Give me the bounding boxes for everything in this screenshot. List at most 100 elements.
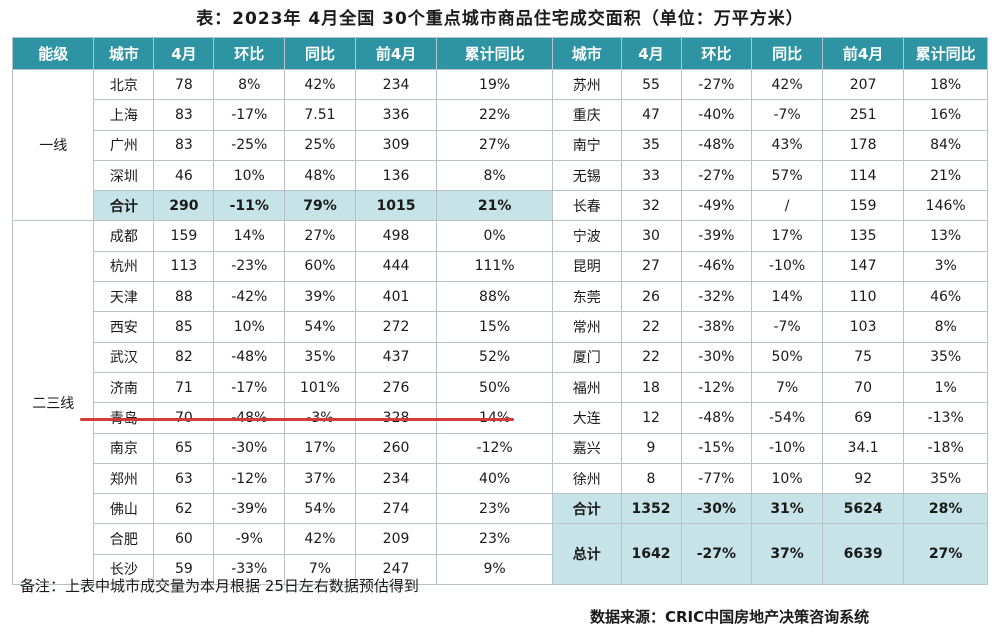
cell: 59 [153, 553, 215, 586]
cell: 16% [903, 99, 988, 131]
cell: 42% [284, 523, 356, 555]
cell: 7% [284, 553, 356, 586]
cell: 42% [751, 68, 823, 101]
cell: -30% [213, 432, 286, 464]
cell: -30% [680, 341, 753, 373]
cell: 1% [903, 371, 988, 404]
header-cell: 前4月 [354, 37, 438, 70]
cell: -12% [213, 462, 286, 495]
cell: 35 [620, 129, 682, 161]
table-title: 表：2023年 4月全国 30个重点城市商品住宅成交面积（单位：万平方米） [196, 9, 804, 29]
cell: -12% [680, 371, 753, 404]
cell: -48% [213, 341, 286, 373]
cell: 27% [436, 129, 553, 161]
cell: 88 [153, 281, 215, 313]
cell: 46 [153, 159, 215, 192]
cell: 83 [153, 99, 215, 131]
cell: -17% [213, 99, 286, 131]
table-row: 长沙 59 -33% 7% 247 9% [13, 553, 988, 586]
cell: -17% [213, 371, 286, 404]
cell: 50% [751, 341, 823, 373]
cell: 88% [436, 281, 553, 313]
cell: -48% [680, 129, 753, 161]
grand-total-cell: 37% [751, 523, 823, 586]
table-row: 南京 65 -30% 17% 260 -12% 嘉兴 9 -15% -10% 3… [13, 432, 988, 464]
cell: 70 [821, 371, 905, 404]
cell: 26 [620, 281, 682, 313]
cell: -38% [680, 311, 753, 343]
cell: 55 [620, 68, 682, 101]
table-row: 杭州 113 -23% 60% 444 111% 昆明 27 -46% -10%… [13, 250, 988, 283]
cell: 234 [354, 68, 438, 101]
city-cell: 武汉 [93, 341, 155, 373]
cell: 50% [436, 371, 553, 404]
city-cell: 常州 [551, 311, 622, 343]
cell: 113 [153, 250, 215, 283]
cell: 54% [284, 311, 356, 343]
city-cell: 无锡 [551, 159, 622, 192]
cell: 35% [284, 341, 356, 373]
cell: 10% [213, 311, 286, 343]
cell: -9% [213, 523, 286, 555]
cell: 82 [153, 341, 215, 373]
highlight-underline [80, 418, 514, 421]
cell: 135 [821, 220, 905, 252]
grand-total-cell: 27% [903, 523, 988, 586]
cell: -27% [680, 68, 753, 101]
cell: 27 [620, 250, 682, 283]
cell: 290 [153, 190, 215, 222]
cell: 21% [436, 190, 553, 222]
cell: 15% [436, 311, 553, 343]
cell: 35% [903, 341, 988, 373]
cell: 75 [821, 341, 905, 373]
cell: 114 [821, 159, 905, 192]
cell: 111% [436, 250, 553, 283]
tier-label-first: 一线 [11, 68, 95, 222]
city-cell: 西安 [93, 311, 155, 343]
city-cell: 南宁 [551, 129, 622, 161]
cell: 5624 [821, 493, 905, 525]
cell: 10% [751, 462, 823, 495]
cell: 21% [903, 159, 988, 192]
header-cell: 累计同比 [436, 37, 553, 70]
table-row: 二三线 成都 159 14% 27% 498 0% 宁波 30 -39% 17%… [11, 220, 988, 586]
cell: 52% [436, 341, 553, 373]
cell: 57% [751, 159, 823, 192]
table-row: 深圳 46 10% 48% 136 8% 无锡 33 -27% 57% 114 … [13, 159, 988, 192]
header-cell: 4月 [153, 37, 215, 70]
cell: 54% [284, 493, 356, 525]
cell: 136 [354, 159, 438, 192]
cell: 110 [821, 281, 905, 313]
table-row: 西安 85 10% 54% 272 15% 常州 22 -38% -7% 103… [13, 311, 988, 343]
cell: 48% [284, 159, 356, 192]
city-cell: 厦门 [551, 341, 622, 373]
cell: -46% [680, 250, 753, 283]
city-cell: 上海 [93, 99, 155, 131]
tier-label-second-third: 二三线 [11, 220, 95, 586]
table-row: 青岛 70 -48% -3% 328 14% 大连 12 -48% -54% 6… [13, 402, 988, 434]
cell: 260 [354, 432, 438, 464]
cell: 65 [153, 432, 215, 464]
city-cell: 北京 [93, 68, 155, 101]
city-cell: 深圳 [93, 159, 155, 192]
cell: 8% [436, 159, 553, 192]
cell: 437 [354, 341, 438, 373]
cell: 12 [620, 402, 682, 434]
cell: 159 [153, 220, 215, 252]
cell: 27% [284, 220, 356, 252]
header-cell: 城市 [93, 37, 155, 70]
table-row: 广州 83 -25% 25% 309 27% 南宁 35 -48% 43% 17… [13, 129, 988, 161]
subtotal-label: 合计 [93, 190, 155, 222]
cell: -54% [751, 402, 823, 434]
cell: 178 [821, 129, 905, 161]
cell: 17% [751, 220, 823, 252]
table-row: 郑州 63 -12% 37% 234 40% 徐州 8 -77% 10% 92 … [13, 462, 988, 495]
cell: 60 [153, 523, 215, 555]
header-cell: 环比 [680, 37, 753, 70]
cell: 1015 [354, 190, 438, 222]
cell: 63 [153, 462, 215, 495]
cell: -13% [903, 402, 988, 434]
city-cell: 大连 [551, 402, 622, 434]
cell: 28% [903, 493, 988, 525]
cell: -42% [213, 281, 286, 313]
